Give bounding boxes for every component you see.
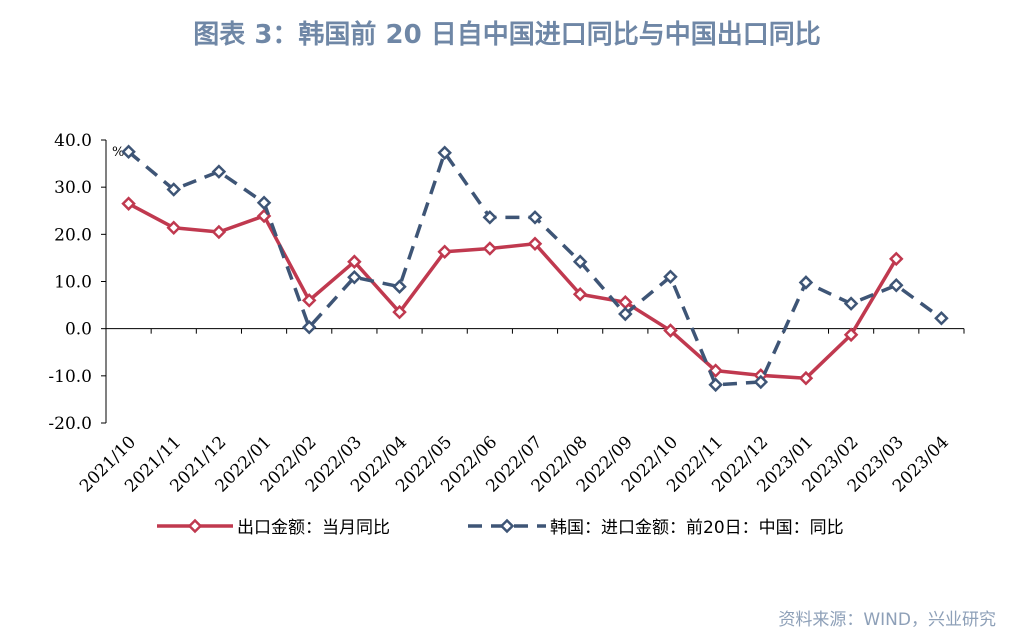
- data-point: [798, 370, 814, 386]
- y-tick-label: 40.0: [54, 131, 92, 151]
- chart-title: 图表 3：韩国前 20 日自中国进口同比与中国出口同比: [193, 20, 821, 50]
- data-point: [437, 244, 452, 260]
- data-point: [934, 311, 949, 326]
- data-point: [211, 224, 227, 240]
- data-point: [663, 269, 678, 285]
- y-tick-label: 10.0: [54, 273, 92, 293]
- series-layer: [121, 144, 949, 393]
- data-point: [888, 251, 904, 267]
- legend-item-1: 出口金额：当月同比: [157, 518, 390, 538]
- legend-label: 韩国：进口金额：前20日：中国：同比: [550, 518, 844, 538]
- legend-item-2: 韩国：进口金额：前20日：中国：同比: [468, 518, 844, 538]
- data-point: [437, 145, 452, 161]
- y-tick-label: 0.0: [65, 320, 92, 340]
- legend-label: 出口金额：当月同比: [237, 518, 390, 538]
- series-1: [121, 196, 904, 386]
- data-point: [392, 304, 407, 320]
- data-point: [121, 144, 136, 160]
- data-point: [121, 196, 136, 211]
- data-point: [798, 275, 814, 290]
- legend: 出口金额：当月同比 韩国：进口金额：前20日：中国：同比: [157, 518, 844, 538]
- data-point: [527, 236, 543, 252]
- y-tick-label: 30.0: [54, 178, 92, 198]
- data-point: [301, 319, 317, 335]
- source-note: 资料来源：WIND，兴业研究: [778, 610, 996, 630]
- y-unit-label: %: [112, 145, 124, 160]
- data-point: [888, 278, 904, 293]
- legend-swatch-marker: [499, 518, 515, 534]
- data-point: [211, 164, 227, 179]
- y-tick-label: -20.0: [48, 414, 92, 434]
- data-point: [527, 210, 543, 225]
- data-point: [166, 220, 182, 235]
- data-point: [482, 210, 498, 225]
- data-point: [618, 306, 633, 322]
- data-point: [392, 279, 407, 294]
- y-tick-label: -10.0: [48, 367, 92, 387]
- data-point: [572, 254, 588, 269]
- data-point: [347, 254, 362, 269]
- series-line: [127, 202, 898, 380]
- data-point: [708, 377, 723, 393]
- series-2: [121, 144, 949, 393]
- data-point: [753, 374, 769, 390]
- data-point: [843, 296, 859, 311]
- data-point: [708, 363, 723, 378]
- data-point: [572, 286, 588, 302]
- data-point: [663, 323, 678, 338]
- y-tick-label: 20.0: [54, 225, 92, 245]
- series-line: [127, 150, 943, 387]
- legend-swatch-marker: [187, 518, 203, 534]
- axes: -20.0-10.00.010.020.030.040.0%2021/10202…: [48, 131, 965, 496]
- data-point: [347, 269, 362, 285]
- data-point: [256, 195, 272, 210]
- data-point: [482, 241, 498, 256]
- data-point: [166, 182, 182, 197]
- data-point: [301, 293, 317, 308]
- data-point: [843, 327, 859, 343]
